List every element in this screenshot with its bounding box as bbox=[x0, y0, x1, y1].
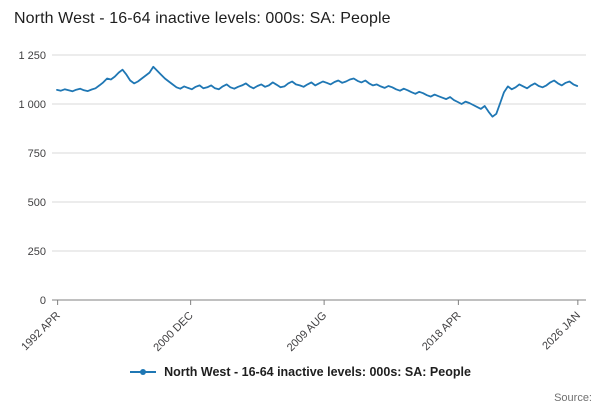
y-tick-label: 750 bbox=[28, 148, 46, 160]
x-tick-label: 2026 JAN bbox=[540, 310, 583, 353]
source-label: Source: bbox=[554, 392, 592, 404]
x-tick-label: 1992 APR bbox=[19, 310, 63, 354]
chart-title: North West - 16-64 inactive levels: 000s… bbox=[14, 10, 391, 27]
y-tick-label: 1 250 bbox=[18, 50, 46, 62]
legend: North West - 16-64 inactive levels: 000s… bbox=[0, 365, 600, 379]
legend-line-marker[interactable] bbox=[129, 367, 157, 377]
series-line bbox=[56, 65, 579, 118]
x-tick-label: 2000 DEC bbox=[151, 310, 195, 354]
y-tick-label: 0 bbox=[40, 295, 46, 307]
y-tick-label: 1 000 bbox=[18, 99, 46, 111]
y-tick-label: 250 bbox=[28, 246, 46, 258]
line-chart: 0 250 500 750 1 000 1 250 1992 APR 2000 DEC 2009… bbox=[18, 50, 586, 354]
x-tick-label: 2009 AUG bbox=[285, 310, 329, 354]
y-tick-label: 500 bbox=[28, 197, 46, 209]
legend-label[interactable]: North West - 16-64 inactive levels: 000s… bbox=[164, 365, 471, 379]
chart-area: 0 250 500 750 1 000 1 250 1992 APR 2000 DEC 2009… bbox=[0, 42, 600, 358]
x-tick-label: 2018 APR bbox=[420, 310, 464, 354]
